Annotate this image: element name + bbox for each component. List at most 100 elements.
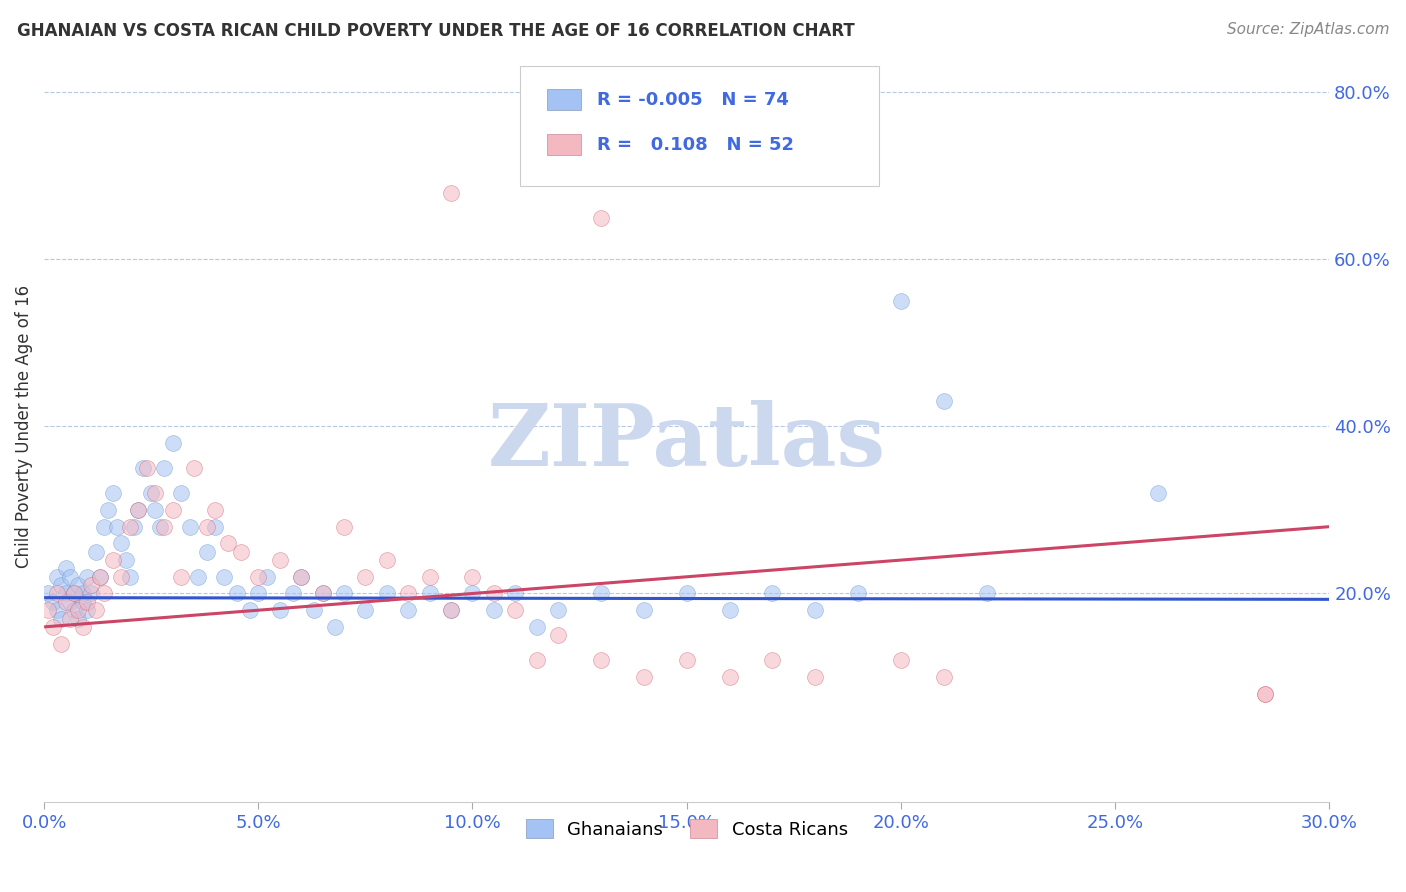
Point <box>162 436 184 450</box>
Point <box>97 503 120 517</box>
Point <box>375 586 398 600</box>
Point <box>72 586 94 600</box>
Point <box>153 519 176 533</box>
Point <box>80 578 103 592</box>
Point <box>187 570 209 584</box>
Point <box>76 603 98 617</box>
Point <box>633 670 655 684</box>
Point <box>281 586 304 600</box>
Point <box>247 570 270 584</box>
Point <box>149 519 172 533</box>
Text: R = -0.005   N = 74: R = -0.005 N = 74 <box>596 90 789 109</box>
Point <box>195 519 218 533</box>
Point <box>51 578 73 592</box>
Point <box>225 586 247 600</box>
Point <box>1147 486 1170 500</box>
Point <box>127 503 149 517</box>
Point <box>217 536 239 550</box>
Point <box>101 553 124 567</box>
Point <box>526 653 548 667</box>
Point <box>247 586 270 600</box>
Point <box>482 603 505 617</box>
Point <box>67 578 90 592</box>
Point <box>890 294 912 309</box>
Point <box>72 620 94 634</box>
Point <box>72 595 94 609</box>
Point <box>84 603 107 617</box>
Point <box>976 586 998 600</box>
Point <box>419 586 441 600</box>
Point <box>135 461 157 475</box>
Point <box>110 536 132 550</box>
Point <box>461 570 484 584</box>
Point <box>84 545 107 559</box>
Point <box>675 653 697 667</box>
Point <box>51 637 73 651</box>
Point <box>67 603 90 617</box>
Point <box>718 670 741 684</box>
Text: R =   0.108   N = 52: R = 0.108 N = 52 <box>596 136 794 153</box>
Point <box>547 628 569 642</box>
Point <box>804 603 827 617</box>
Point <box>127 503 149 517</box>
Text: GHANAIAN VS COSTA RICAN CHILD POVERTY UNDER THE AGE OF 16 CORRELATION CHART: GHANAIAN VS COSTA RICAN CHILD POVERTY UN… <box>17 22 855 40</box>
Point <box>89 570 111 584</box>
Point <box>256 570 278 584</box>
Point <box>118 519 141 533</box>
Point <box>105 519 128 533</box>
Point <box>141 486 163 500</box>
Point <box>55 586 77 600</box>
Point <box>440 186 463 200</box>
Point <box>440 603 463 617</box>
Point <box>375 553 398 567</box>
Point <box>170 570 193 584</box>
FancyBboxPatch shape <box>547 135 581 155</box>
Point <box>46 586 69 600</box>
Point <box>110 570 132 584</box>
Point <box>59 595 82 609</box>
Point <box>461 586 484 600</box>
Point <box>419 570 441 584</box>
Point <box>37 586 59 600</box>
Point <box>890 653 912 667</box>
Point <box>131 461 153 475</box>
Legend: Ghanaians, Costa Ricans: Ghanaians, Costa Ricans <box>519 812 855 846</box>
Point <box>505 603 527 617</box>
Point <box>932 394 955 409</box>
Point <box>526 620 548 634</box>
Point <box>46 603 69 617</box>
Point <box>505 586 527 600</box>
Point <box>547 603 569 617</box>
Point <box>354 570 377 584</box>
Point <box>846 586 869 600</box>
Point <box>63 603 86 617</box>
Point <box>589 211 612 225</box>
Point <box>675 586 697 600</box>
Point <box>633 603 655 617</box>
Point <box>195 545 218 559</box>
Point <box>93 586 115 600</box>
Point <box>101 486 124 500</box>
Point <box>63 586 86 600</box>
Point <box>333 519 356 533</box>
FancyBboxPatch shape <box>547 89 581 110</box>
Point <box>41 595 63 609</box>
Point <box>718 603 741 617</box>
Point <box>302 603 325 617</box>
Point <box>804 670 827 684</box>
Point <box>589 586 612 600</box>
Point <box>396 603 419 617</box>
Point <box>269 603 291 617</box>
Point <box>354 603 377 617</box>
Point <box>37 603 59 617</box>
Point <box>145 503 167 517</box>
FancyBboxPatch shape <box>520 66 880 186</box>
Point <box>63 586 86 600</box>
Point <box>482 586 505 600</box>
Point <box>122 519 145 533</box>
Point <box>440 603 463 617</box>
Point <box>231 545 253 559</box>
Point <box>333 586 356 600</box>
Point <box>311 586 333 600</box>
Point <box>589 653 612 667</box>
